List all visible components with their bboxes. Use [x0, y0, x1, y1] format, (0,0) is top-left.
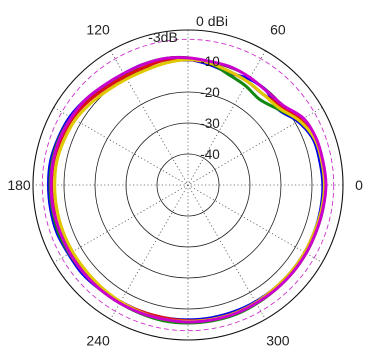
grid-outer-circle — [32, 29, 344, 341]
grid-spoke-150 — [53, 107, 323, 263]
polar-grid — [32, 29, 344, 341]
grid-circle-0 — [156, 153, 220, 217]
series-line-4 — [49, 56, 328, 324]
angle-tick-label-60: 60 — [270, 21, 286, 37]
angle-tick-label-240: 240 — [86, 333, 110, 347]
r-tick-label-3: -10 — [200, 54, 220, 69]
r-tick-label-0: -40 — [200, 147, 220, 162]
r-tick-label-2: -20 — [200, 85, 220, 100]
grid-circle-1 — [125, 122, 251, 248]
grid-circle-2 — [94, 91, 282, 279]
reference-layer — [41, 38, 335, 332]
reference-label: -3dB — [148, 29, 178, 45]
reference-circle — [41, 38, 335, 332]
label-layer: 0 dBi -3dB -40 -30 -20 -10 0 60 120 180 240 300 — [7, 13, 363, 347]
r-tick-label-1: -30 — [200, 116, 220, 131]
angle-tick-label-300: 300 — [266, 333, 290, 347]
angle-tick-label-180: 180 — [7, 177, 31, 193]
outer-ring-unit-label: 0 dBi — [196, 13, 228, 29]
series-layer — [47, 55, 328, 325]
angle-tick-label-120: 120 — [86, 21, 110, 37]
angle-tick-label-0: 0 — [355, 177, 363, 193]
grid-circle-3 — [63, 60, 313, 310]
